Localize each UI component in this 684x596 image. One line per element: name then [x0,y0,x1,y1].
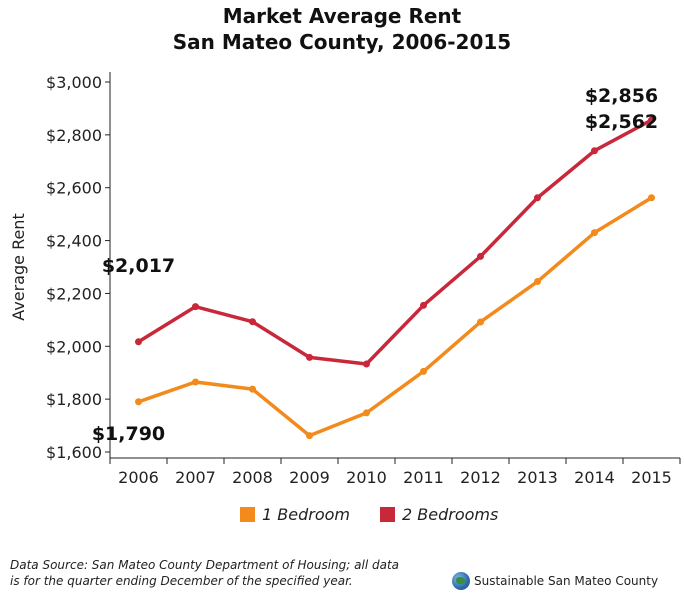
x-tick-label: 2012 [460,468,501,487]
x-tick-label: 2006 [118,468,159,487]
x-tick-label: 2008 [232,468,273,487]
legend-swatch [380,507,395,522]
data-point [420,301,427,309]
data-label: $1,790 [92,423,165,445]
data-point [591,147,598,155]
y-tick-label: $2,200 [46,284,102,303]
series-line [137,118,653,366]
data-point [192,303,199,311]
data-point [648,116,655,124]
data-point [534,278,541,286]
data-point [306,432,313,440]
x-tick-label: 2014 [574,468,615,487]
y-tick-label: $2,800 [46,126,102,145]
y-tick-label: $3,000 [46,73,102,92]
data-point [591,229,598,237]
x-tick-label: 2009 [289,468,330,487]
legend-label: 2 Bedrooms [402,505,498,524]
x-tick-label: 2013 [517,468,558,487]
data-point [135,398,142,406]
y-tick-label: $2,600 [46,179,102,198]
data-point [363,409,370,417]
data-point [363,360,370,368]
brand-logo: Sustainable San Mateo County [452,572,658,590]
data-point [534,194,541,202]
data-label: $2,017 [102,255,175,277]
x-tick-label: 2007 [175,468,216,487]
data-point [192,378,199,386]
chart-subtitle: San Mateo County, 2006-2015 [172,30,512,54]
series-line [137,196,653,438]
y-tick-label: $1,600 [46,443,102,462]
data-point [648,194,655,202]
data-point [249,385,256,393]
y-tick-label: $2,000 [46,337,102,356]
globe-icon [452,572,470,590]
chart-title: Market Average Rent [222,4,462,28]
x-tick-label: 2011 [403,468,444,487]
data-point [135,338,142,346]
data-source-line-2: is for the quarter ending December of th… [10,574,353,588]
x-tick-label: 2015 [631,468,672,487]
y-axis-label: Average Rent [9,213,28,320]
data-point [420,367,427,375]
legend-label: 1 Bedroom [262,505,350,524]
x-tick-label: 2010 [346,468,387,487]
legend-swatch [240,507,255,522]
y-tick-label: $2,400 [46,232,102,251]
data-point [306,353,313,361]
data-label: $2,562 [585,111,658,133]
data-point [249,318,256,326]
brand-name: Sustainable San Mateo County [474,574,659,588]
data-source-line-1: Data Source: San Mateo County Department… [10,558,400,572]
data-source-note: Data Source: San Mateo County Department… [10,557,430,589]
data-point [477,318,484,326]
data-label: $2,856 [585,85,658,107]
data-point [477,252,484,260]
y-tick-label: $1,800 [46,390,102,409]
